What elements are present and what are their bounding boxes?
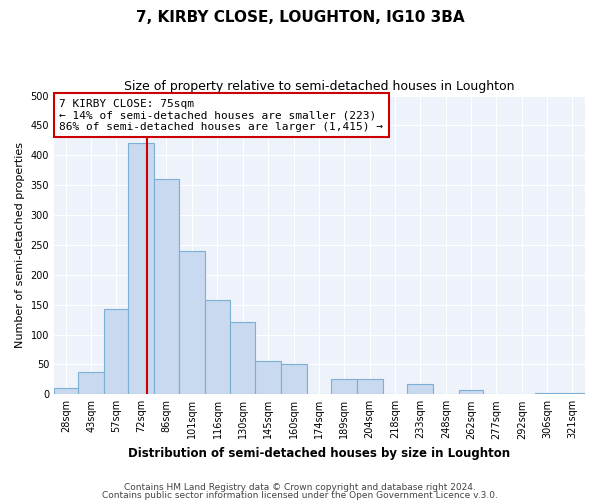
Y-axis label: Number of semi-detached properties: Number of semi-detached properties xyxy=(15,142,25,348)
Bar xyxy=(54,388,78,394)
Bar xyxy=(559,392,585,394)
Bar xyxy=(205,300,230,394)
Text: 7 KIRBY CLOSE: 75sqm
← 14% of semi-detached houses are smaller (223)
86% of semi: 7 KIRBY CLOSE: 75sqm ← 14% of semi-detac… xyxy=(59,98,383,132)
Bar xyxy=(281,364,307,394)
Bar xyxy=(407,384,433,394)
Bar xyxy=(128,144,154,394)
Bar xyxy=(179,251,205,394)
Bar xyxy=(331,380,357,394)
Bar xyxy=(357,380,383,394)
Bar xyxy=(254,362,281,394)
Bar xyxy=(78,372,104,394)
Title: Size of property relative to semi-detached houses in Loughton: Size of property relative to semi-detach… xyxy=(124,80,515,93)
Text: 7, KIRBY CLOSE, LOUGHTON, IG10 3BA: 7, KIRBY CLOSE, LOUGHTON, IG10 3BA xyxy=(136,10,464,25)
X-axis label: Distribution of semi-detached houses by size in Loughton: Distribution of semi-detached houses by … xyxy=(128,447,511,460)
Bar xyxy=(535,393,559,394)
Text: Contains public sector information licensed under the Open Government Licence v.: Contains public sector information licen… xyxy=(102,490,498,500)
Bar xyxy=(230,322,254,394)
Bar xyxy=(104,309,128,394)
Bar xyxy=(459,390,483,394)
Bar xyxy=(154,179,179,394)
Text: Contains HM Land Registry data © Crown copyright and database right 2024.: Contains HM Land Registry data © Crown c… xyxy=(124,484,476,492)
